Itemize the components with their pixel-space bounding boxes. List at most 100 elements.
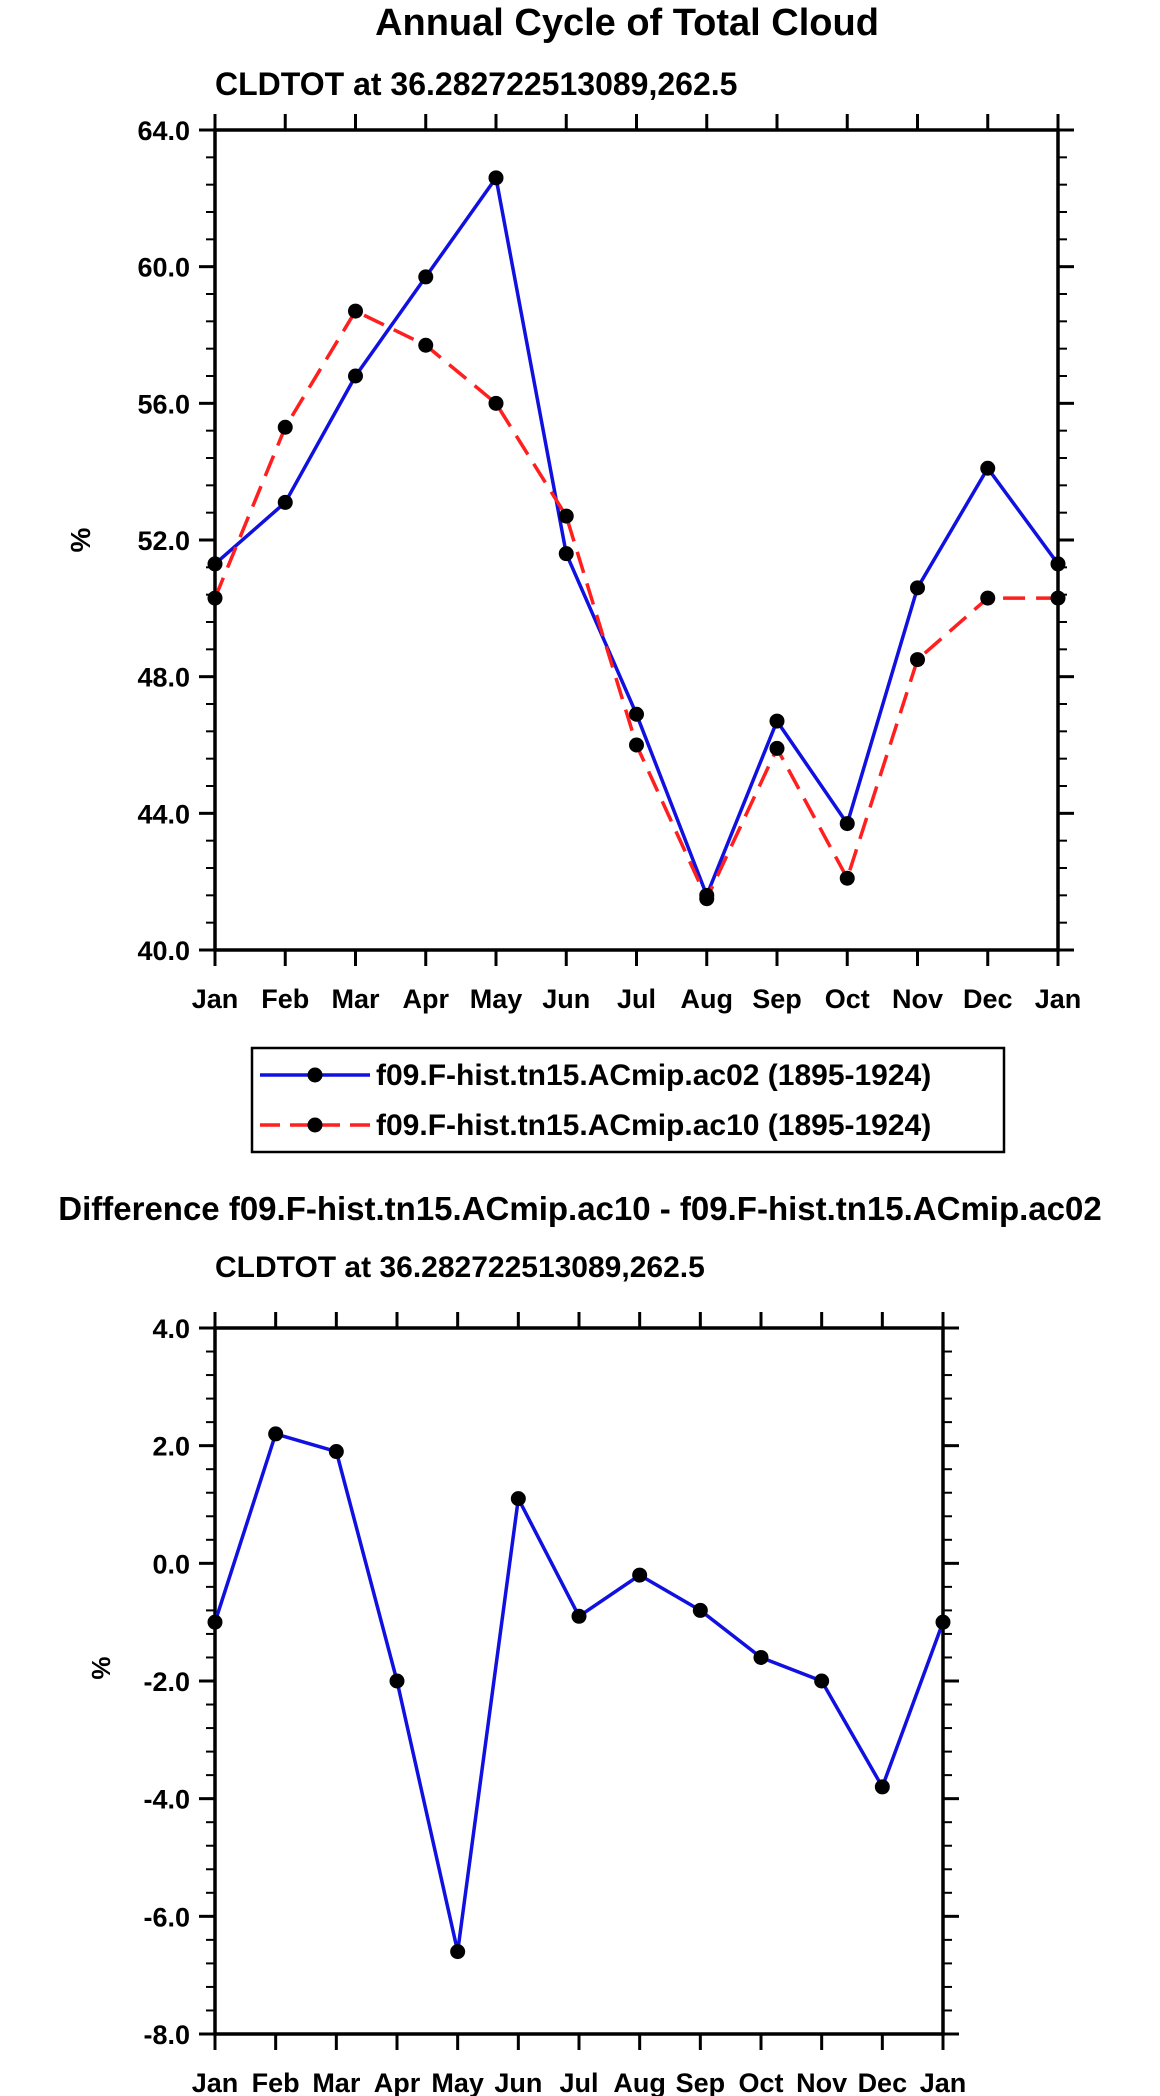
x-tick-label: Feb [252,2068,300,2096]
chart-title: Annual Cycle of Total Cloud [375,2,879,44]
data-point-series-1 [571,1608,587,1624]
y-tick-label: 52.0 [137,526,190,556]
data-point-series-2 [418,337,434,353]
x-tick-label: Oct [738,2068,783,2096]
data-point-series-1 [874,1779,890,1795]
y-tick-label: 56.0 [137,389,190,419]
y-tick-label: -6.0 [143,1902,190,1932]
y-axis-label: % [65,527,96,552]
y-tick-label: 48.0 [137,663,190,693]
y-tick-label: 2.0 [152,1432,190,1462]
chart-subtitle: CLDTOT at 36.282722513089,262.5 [215,1251,705,1284]
data-point-series-2 [629,737,644,753]
y-axis-label: % [86,1656,116,1679]
x-tick-label: Jan [192,2068,239,2096]
axes: -8.0 -6.0 -4.0 -2.0 0.0 2.0 4.0 Jan Feb Mar Apr May… [143,1312,966,2096]
y-tick-label: 64.0 [137,116,190,146]
series-line-1 [213,1432,945,1954]
axes: 40.0 44.0 48.0 52.0 56.0 60.0 64.0 Jan Feb Mar Apr… [137,114,1081,1014]
y-tick-label: -4.0 [143,1785,190,1815]
data-point-series-1 [488,170,504,186]
data-point-series-1 [814,1673,830,1689]
x-tick-label: Apr [403,984,450,1014]
data-point-series-1 [207,1614,223,1630]
annual-cycle-chart: Annual Cycle of Total Cloud CLDTOT at 36… [65,2,1081,1154]
data-point-series-2 [348,303,363,319]
y-tick-label: -8.0 [143,2020,190,2050]
data-point-series-1 [207,556,223,572]
difference-chart: Difference f09.F-hist.tn15.ACmip.ac10 - … [58,1190,1101,2096]
chart-title: Difference f09.F-hist.tn15.ACmip.ac10 - … [58,1190,1101,1227]
data-point-series-1 [935,1614,951,1630]
x-tick-label: May [431,2068,484,2096]
x-tick-label: Feb [261,984,309,1014]
data-point-series-1 [692,1602,708,1618]
x-tick-label: Dec [963,984,1013,1014]
data-point-series-2 [277,419,293,435]
series-marks [207,1426,951,1960]
x-tick-label: Mar [312,2068,361,2096]
x-tick-label: Sep [752,984,802,1014]
data-point-series-1 [753,1649,769,1665]
data-point-series-2 [980,590,996,606]
x-tick-label: Jan [920,2068,967,2096]
x-tick-label: Aug [681,984,733,1014]
series-marks [207,170,1066,907]
y-tick-label: 44.0 [137,799,190,829]
data-point-series-1 [418,269,434,285]
data-point-series-1 [632,1567,648,1583]
legend: f09.F-hist.tn15.ACmip.ac02 (1895-1924) f… [250,1046,1006,1154]
x-tick-label: Jun [542,984,590,1014]
data-point-series-1 [910,580,925,596]
x-tick-label: Aug [613,2068,665,2096]
data-point-series-1 [839,816,855,832]
x-tick-label: Jul [617,984,656,1014]
data-point-series-1 [450,1944,466,1960]
plot-frame [213,128,1060,952]
data-point-series-2 [488,395,504,411]
y-tick-label: 4.0 [152,1314,190,1344]
x-tick-label: Mar [331,984,380,1014]
y-tick-label: 0.0 [152,1549,190,1579]
legend-box [250,1046,1006,1154]
data-point-series-1 [389,1673,405,1689]
x-tick-label: Sep [676,2068,726,2096]
data-point-series-2 [910,652,925,668]
x-tick-label: Jun [494,2068,542,2096]
y-tick-label: -2.0 [143,1667,190,1697]
x-tick-label: Apr [374,2068,421,2096]
x-tick-label: Dec [858,2068,908,2096]
x-tick-label: Jan [1035,984,1082,1014]
series-line-1 [213,176,1060,898]
legend-marker-series-1 [307,1067,323,1083]
data-point-series-1 [769,713,785,729]
data-point-series-1 [558,546,574,562]
x-tick-label: May [470,984,523,1014]
data-point-series-2 [558,508,574,524]
x-tick-label: Oct [825,984,870,1014]
x-tick-label: Nov [892,984,943,1014]
data-point-series-1 [980,460,996,476]
x-tick-label: Jan [192,984,239,1014]
y-tick-label: 60.0 [137,253,190,283]
data-point-series-1 [277,494,293,510]
legend-marker-series-2 [307,1117,323,1133]
data-point-series-1 [510,1491,526,1507]
data-point-series-2 [699,891,715,907]
data-point-series-1 [348,368,363,384]
x-tick-label: Nov [796,2068,847,2096]
legend-label-series-2: f09.F-hist.tn15.ACmip.ac10 (1895-1924) [376,1109,931,1142]
data-point-series-1 [328,1444,344,1460]
legend-label-series-1: f09.F-hist.tn15.ACmip.ac02 (1895-1924) [376,1059,931,1092]
data-point-series-2 [839,870,855,886]
data-point-series-1 [1050,556,1066,572]
data-point-series-1 [629,706,644,722]
data-point-series-2 [769,740,785,756]
data-point-series-1 [268,1426,284,1442]
x-tick-label: Jul [559,2068,598,2096]
plot-frame [213,1326,945,2036]
y-tick-label: 40.0 [137,936,190,966]
data-point-series-2 [1050,590,1066,606]
data-point-series-2 [207,590,223,606]
